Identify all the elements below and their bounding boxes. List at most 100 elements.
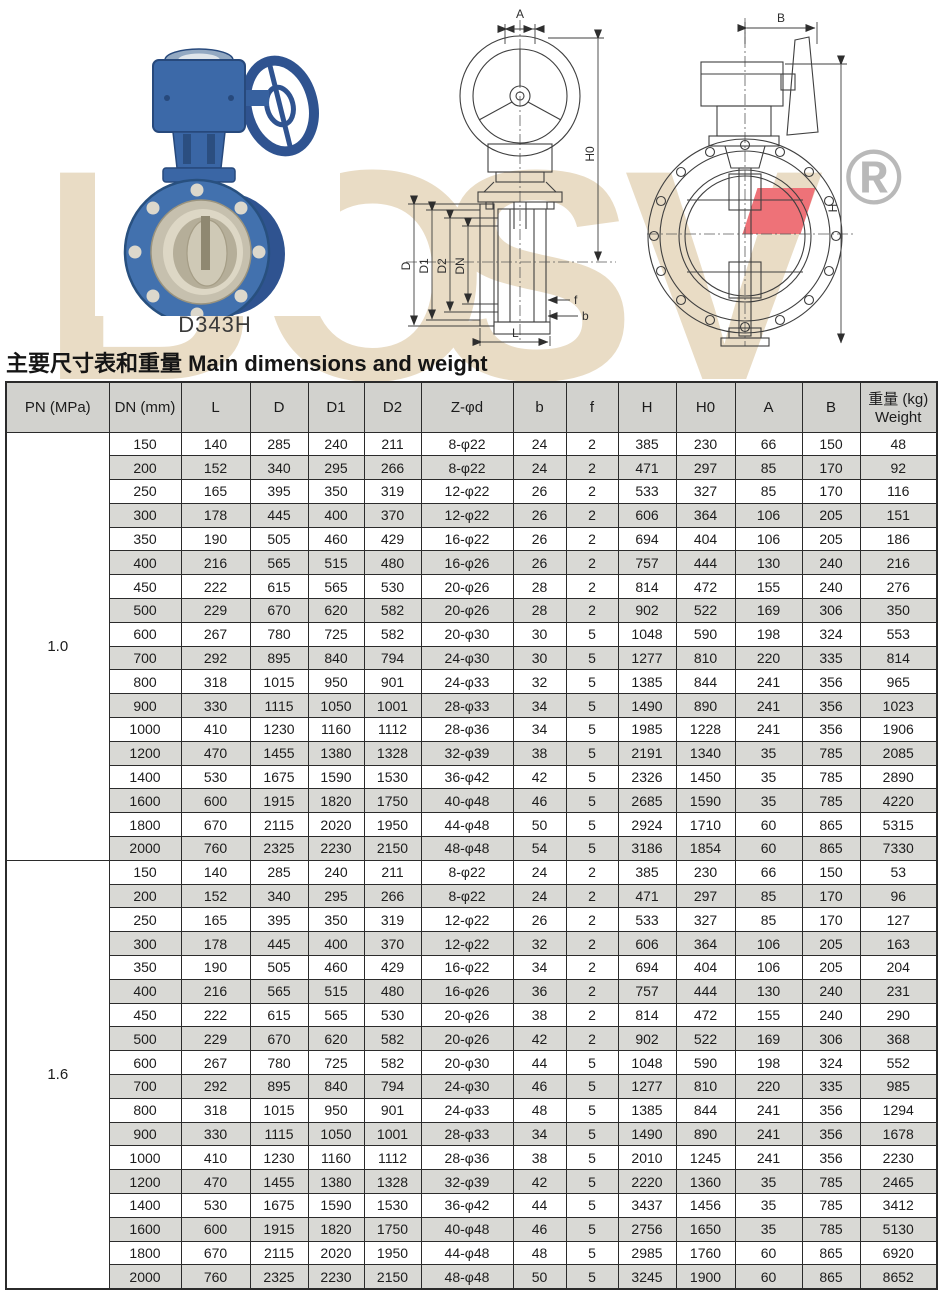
cell: 250 xyxy=(108,479,182,504)
cell: 1455 xyxy=(249,1169,309,1194)
table-row: 300 178 445 400 370 12-φ22 26 2 606 364 106 205 151 xyxy=(6,502,938,528)
cell: 356 xyxy=(801,669,861,695)
cell: 785 xyxy=(801,764,861,790)
cell: 240 xyxy=(307,859,365,885)
cell: 480 xyxy=(363,978,422,1004)
cell: 1490 xyxy=(617,1121,677,1147)
cell: 780 xyxy=(249,621,309,647)
dimensions-table-body: 1.0 150 140 285 240 211 8-φ22 24 2 385 230 66 150 48 2… xyxy=(5,431,938,1290)
cell: 106 xyxy=(734,931,803,957)
cell: 2 xyxy=(565,526,619,552)
valve-photo xyxy=(95,40,340,326)
cell: 606 xyxy=(617,931,677,957)
cell: 211 xyxy=(363,859,422,885)
cell: 900 xyxy=(108,1121,182,1147)
cell: 950 xyxy=(307,669,365,695)
cell: 460 xyxy=(307,955,365,980)
cell: 30 xyxy=(512,621,567,647)
table-row: 600 267 780 725 582 20-φ30 30 5 1048 590 198 324 553 xyxy=(6,621,938,647)
cell: 292 xyxy=(180,645,251,671)
cell: 350 xyxy=(307,479,365,504)
cell: 5 xyxy=(565,621,619,647)
cell: 40-φ48 xyxy=(420,788,514,814)
cell: 5 xyxy=(565,1216,619,1242)
cell: 106 xyxy=(734,502,803,528)
cell: 150 xyxy=(108,431,182,457)
cell: 1455 xyxy=(249,740,309,766)
cell: 330 xyxy=(180,1121,251,1147)
table-row: 800 318 1015 950 901 24-φ33 48 5 1385 844 241 356 12… xyxy=(6,1097,938,1123)
cell: 356 xyxy=(801,1121,861,1147)
cell: 26 xyxy=(512,502,567,528)
cell: 190 xyxy=(180,955,251,980)
cell: 2 xyxy=(565,502,619,528)
cell: 565 xyxy=(307,574,365,600)
cell: 85 xyxy=(734,883,803,909)
cell: 1228 xyxy=(675,717,736,742)
cell: 12-φ22 xyxy=(420,931,514,957)
cell: 28 xyxy=(512,574,567,600)
cell: 794 xyxy=(363,1074,422,1099)
table-row: 400 216 565 515 480 16-φ26 36 2 757 444 130 240 231 xyxy=(6,978,938,1004)
cell: 60 xyxy=(734,812,803,838)
cell: 1950 xyxy=(363,812,422,838)
cell: 1015 xyxy=(249,1097,309,1123)
cell: 1900 xyxy=(675,1264,736,1290)
cell: 266 xyxy=(363,883,422,909)
cell: 35 xyxy=(734,1216,803,1242)
cell: 2 xyxy=(565,1002,619,1028)
cell: 204 xyxy=(859,955,938,980)
cell: 230 xyxy=(675,859,736,885)
cell: 163 xyxy=(859,931,938,957)
cell: 1050 xyxy=(307,1121,365,1147)
cell: 760 xyxy=(180,836,251,861)
cell: 330 xyxy=(180,693,251,719)
cell: 216 xyxy=(180,978,251,1004)
cell: 240 xyxy=(801,550,861,576)
cell: 5315 xyxy=(859,812,938,838)
cell: 1915 xyxy=(249,1216,309,1242)
cell: 297 xyxy=(675,455,736,481)
cell: 902 xyxy=(617,598,677,623)
cell: 2020 xyxy=(307,1240,365,1266)
cell: 725 xyxy=(307,621,365,647)
cell: 140 xyxy=(180,859,251,885)
cell: 205 xyxy=(801,526,861,552)
cell: 670 xyxy=(180,1240,251,1266)
cell: 844 xyxy=(675,669,736,695)
cell: 865 xyxy=(801,836,861,861)
cell: 694 xyxy=(617,526,677,552)
pn-group-label: 1.6 xyxy=(5,859,110,1290)
cell: 8652 xyxy=(859,1264,938,1290)
cell: 24 xyxy=(512,883,567,909)
cell: 24-φ33 xyxy=(420,1097,514,1123)
cell: 4220 xyxy=(859,788,938,814)
cell: 169 xyxy=(734,598,803,623)
cell: 3245 xyxy=(617,1264,677,1290)
cell: 368 xyxy=(859,1026,938,1052)
cell: 620 xyxy=(307,1026,365,1052)
cell: 5 xyxy=(565,1240,619,1266)
cell: 48-φ48 xyxy=(420,836,514,861)
cell: 1160 xyxy=(307,717,365,742)
cell: 42 xyxy=(512,1026,567,1052)
cell: 590 xyxy=(675,621,736,647)
cell: 46 xyxy=(512,788,567,814)
cell: 800 xyxy=(108,669,182,695)
column-header: H0 xyxy=(675,381,736,433)
cell: 694 xyxy=(617,955,677,980)
cell: 460 xyxy=(307,526,365,552)
cell: 1112 xyxy=(363,717,422,742)
cell: 901 xyxy=(363,669,422,695)
butterfly-valve-image xyxy=(123,48,319,326)
cell: 8-φ22 xyxy=(420,859,514,885)
cell: 515 xyxy=(307,550,365,576)
cell: 5 xyxy=(565,693,619,719)
table-row: 2000 760 2325 2230 2150 48-φ48 54 5 3186 1854 60 86… xyxy=(6,836,938,861)
cell: 1600 xyxy=(108,788,182,814)
cell: 450 xyxy=(108,574,182,600)
cell: 34 xyxy=(512,1121,567,1147)
table-row: 450 222 615 565 530 20-φ26 38 2 814 472 155 240 290 xyxy=(6,1002,938,1028)
cell: 364 xyxy=(675,502,736,528)
